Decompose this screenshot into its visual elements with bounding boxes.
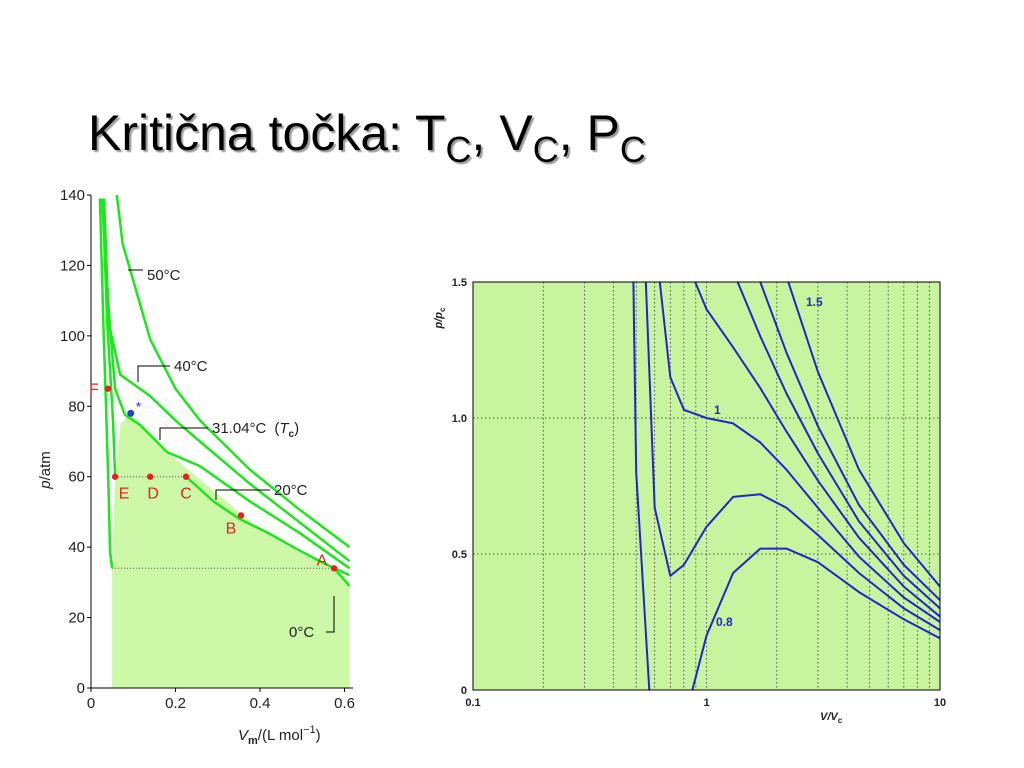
isotherm — [101, 198, 351, 577]
label-var: p — [433, 321, 445, 329]
curve-name: 0°C — [289, 624, 314, 641]
point-label: A — [317, 552, 328, 569]
x-tick-label: 0.4 — [250, 695, 271, 712]
curve-name: 50°C — [147, 267, 181, 284]
x-tick-label: 0.6 — [334, 695, 355, 712]
label-leader — [215, 489, 270, 500]
curve-label: 20°C — [274, 482, 308, 499]
curve-label: 0°C — [289, 624, 314, 641]
x-tick-label: 0.2 — [165, 695, 186, 712]
title-sub: C — [446, 129, 472, 170]
chart-reduced: 00.51.01.50.1 1 10p/pcV/Vc1.510.8 — [433, 277, 946, 725]
plot-area — [98, 195, 351, 688]
y-tick-label: 80 — [68, 398, 85, 415]
x-tick-label: 1 — [703, 697, 709, 709]
point-label: C — [180, 486, 192, 503]
state-point — [330, 565, 338, 572]
y-tick-label: 60 — [68, 469, 85, 486]
title-sub: C — [533, 129, 559, 170]
label-unit: /atm — [37, 451, 54, 480]
label-leader — [159, 427, 208, 440]
two-phase-region — [112, 413, 350, 688]
isotherm — [632, 282, 940, 690]
crit-symbol: T — [279, 420, 290, 437]
critical-marker: * — [136, 398, 142, 414]
label-leader — [326, 596, 335, 633]
y-tick-label: 0 — [461, 685, 467, 697]
curve-name: 31.04°C — [212, 420, 267, 437]
isotherm — [98, 198, 351, 587]
critical-point — [127, 409, 135, 417]
y-tick-label: 40 — [68, 539, 85, 556]
crit-sub: c — [289, 429, 295, 440]
title-part: , P — [559, 105, 620, 161]
x-tick-label: 0 — [87, 695, 95, 712]
y-axis-label: p/atm — [37, 451, 54, 490]
label-close: ) — [316, 727, 321, 744]
y-tick-label: 0 — [77, 680, 85, 697]
x-axis-label: Vm/(L mol−1) — [238, 724, 321, 747]
crit-close: ) — [294, 420, 299, 437]
state-point — [146, 473, 154, 480]
isotherm — [644, 282, 940, 632]
x-tick-label: 10 — [934, 697, 946, 709]
crit-open: ( — [274, 420, 279, 437]
label-sup: −1 — [303, 724, 316, 736]
label-leader — [137, 365, 170, 382]
state-point — [237, 512, 245, 519]
state-point — [111, 473, 119, 480]
isotherm — [694, 282, 940, 618]
curve-label: 40°C — [174, 358, 208, 375]
label-var: V — [238, 727, 250, 744]
curve-label: 50°C — [147, 267, 181, 284]
state-point — [182, 473, 190, 480]
x-tick-label: 0.1 — [465, 697, 480, 709]
y-tick-label: 1.5 — [452, 277, 467, 289]
label-unit: /p — [433, 312, 445, 323]
y-tick-label: 140 — [60, 187, 85, 204]
plot-frame — [472, 281, 941, 691]
curve-label: 0.8 — [716, 615, 733, 629]
label-unit: /V — [826, 711, 839, 723]
isotherm — [787, 282, 940, 588]
y-tick-label: 20 — [68, 610, 85, 627]
isotherm — [759, 282, 940, 601]
y-tick-label: 1.0 — [452, 413, 467, 425]
title-sub: C — [620, 129, 646, 170]
x-axis-label: V/Vc — [820, 711, 843, 725]
y-axis-label: p/pc — [433, 307, 447, 330]
plot-area — [632, 282, 940, 690]
slide-title: Kritična točka: TC, VC, PC — [88, 105, 646, 170]
curve-label: 1.5 — [806, 295, 823, 309]
title-part: , V — [472, 105, 534, 161]
point-label: B — [226, 520, 237, 537]
curve-name: 40°C — [174, 358, 208, 375]
chart-isotherms: 0 20 40 60 80 100 120 140 0 0.2 0.4 0.6 p/atm Vm/(L m… — [37, 187, 355, 747]
curve-label: 31.04°C (Tc) — [212, 420, 299, 440]
label-var: p — [37, 480, 54, 489]
y-tick-label: 0.5 — [452, 549, 467, 561]
point-label: F — [89, 382, 99, 399]
curve-label: 1 — [714, 403, 721, 417]
curve-name: 20°C — [274, 482, 308, 499]
label-sub: c — [838, 716, 843, 725]
y-tick-label: 100 — [60, 328, 85, 345]
label-var: V — [820, 711, 829, 723]
label-sub: c — [438, 307, 447, 312]
label-unit: /(L mol — [258, 727, 303, 744]
isotherm — [115, 195, 351, 549]
state-point — [104, 385, 112, 392]
point-label: D — [147, 486, 159, 503]
isotherm — [736, 282, 940, 610]
isotherm — [658, 282, 940, 623]
y-tick-label: 120 — [60, 257, 85, 274]
label-sub: m — [248, 735, 258, 747]
point-label: E — [119, 486, 130, 503]
title-part: Kritična točka: T — [88, 105, 446, 161]
isotherm — [102, 198, 351, 570]
